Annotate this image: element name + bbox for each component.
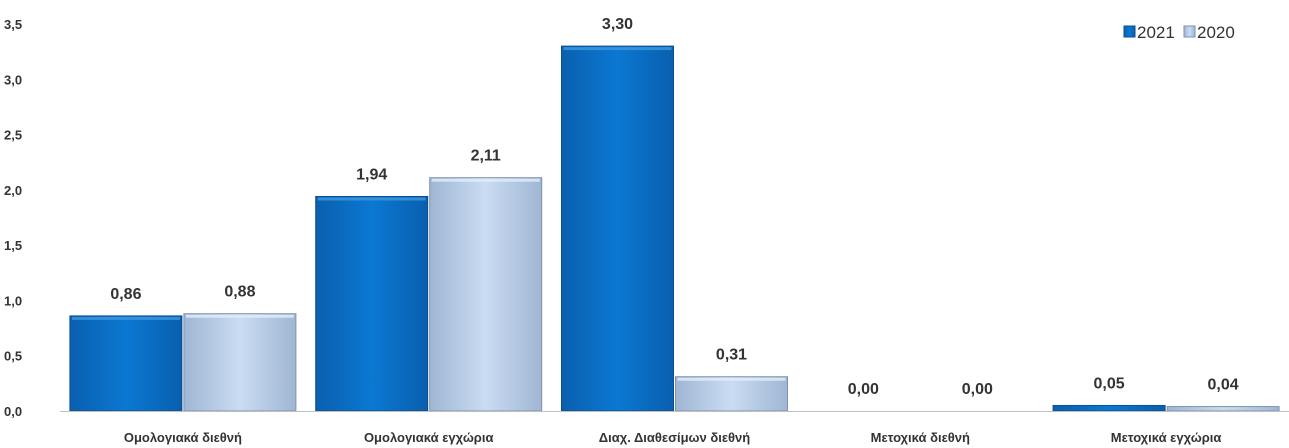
bar-2021-0 xyxy=(69,315,183,412)
bars xyxy=(69,45,1280,412)
y-tick-label: 1,0 xyxy=(4,293,22,308)
bar-highlight xyxy=(431,178,540,182)
value-label: 0,05 xyxy=(1094,375,1125,392)
bar-2020-4 xyxy=(1166,406,1280,412)
y-tick-label: 0,5 xyxy=(4,349,22,364)
y-tick-label: 3,0 xyxy=(4,72,22,87)
value-label: 2,11 xyxy=(471,148,501,165)
category-label: Μετοχικά διεθνή xyxy=(871,430,970,445)
bar-2021-2 xyxy=(561,45,674,412)
y-tick-label: 0,0 xyxy=(4,404,22,419)
value-label: 1,94 xyxy=(356,166,387,183)
legend: 2021 2020 xyxy=(1123,23,1235,42)
value-label: 0,88 xyxy=(224,284,255,301)
y-tick-label: 2,5 xyxy=(4,128,22,143)
category-label: Ομολογιακά εγχώρια xyxy=(364,430,494,445)
legend-label: 2021 xyxy=(1137,23,1175,42)
bar-2020-2 xyxy=(675,376,788,412)
category-label: Διαχ. Διαθεσίμων διεθνή xyxy=(599,430,751,445)
x-axis: Ομολογιακά διεθνή Ομολογιακά εγχώρια Διαχ.… xyxy=(60,411,1289,445)
y-tick-label: 1,5 xyxy=(4,238,22,253)
value-label: 0,31 xyxy=(716,347,747,364)
bar-highlight xyxy=(563,47,672,51)
legend-swatch xyxy=(1123,25,1136,38)
value-labels: 0,86 0,88 1,94 2,11 3,30 0,31 0,00 0,00 0,05 0,04 xyxy=(110,16,1238,398)
legend-swatch xyxy=(1183,25,1196,38)
value-label: 0,04 xyxy=(1208,377,1239,394)
value-label: 0,86 xyxy=(110,286,141,303)
bar-highlight xyxy=(185,314,294,318)
y-tick-label: 3,5 xyxy=(4,17,22,32)
value-label: 3,30 xyxy=(602,16,633,33)
bar-2021-4 xyxy=(1052,404,1166,412)
bar-2020-0 xyxy=(183,313,297,412)
category-label: Μετοχικά εγχώρια xyxy=(1111,430,1222,445)
bar-highlight xyxy=(677,377,786,381)
bar-highlight xyxy=(317,197,426,201)
value-label: 0,00 xyxy=(962,381,993,398)
category-label: Ομολογιακά διεθνή xyxy=(124,430,242,445)
bar-2020-1 xyxy=(429,177,543,412)
y-axis: 0,0 0,5 1,0 1,5 2,0 2,5 3,0 3,5 xyxy=(4,17,22,419)
value-label: 0,00 xyxy=(848,381,879,398)
legend-label: 2020 xyxy=(1197,23,1235,42)
bar-highlight xyxy=(71,316,180,320)
bar-2021-1 xyxy=(315,195,429,412)
y-tick-label: 2,0 xyxy=(4,183,22,198)
